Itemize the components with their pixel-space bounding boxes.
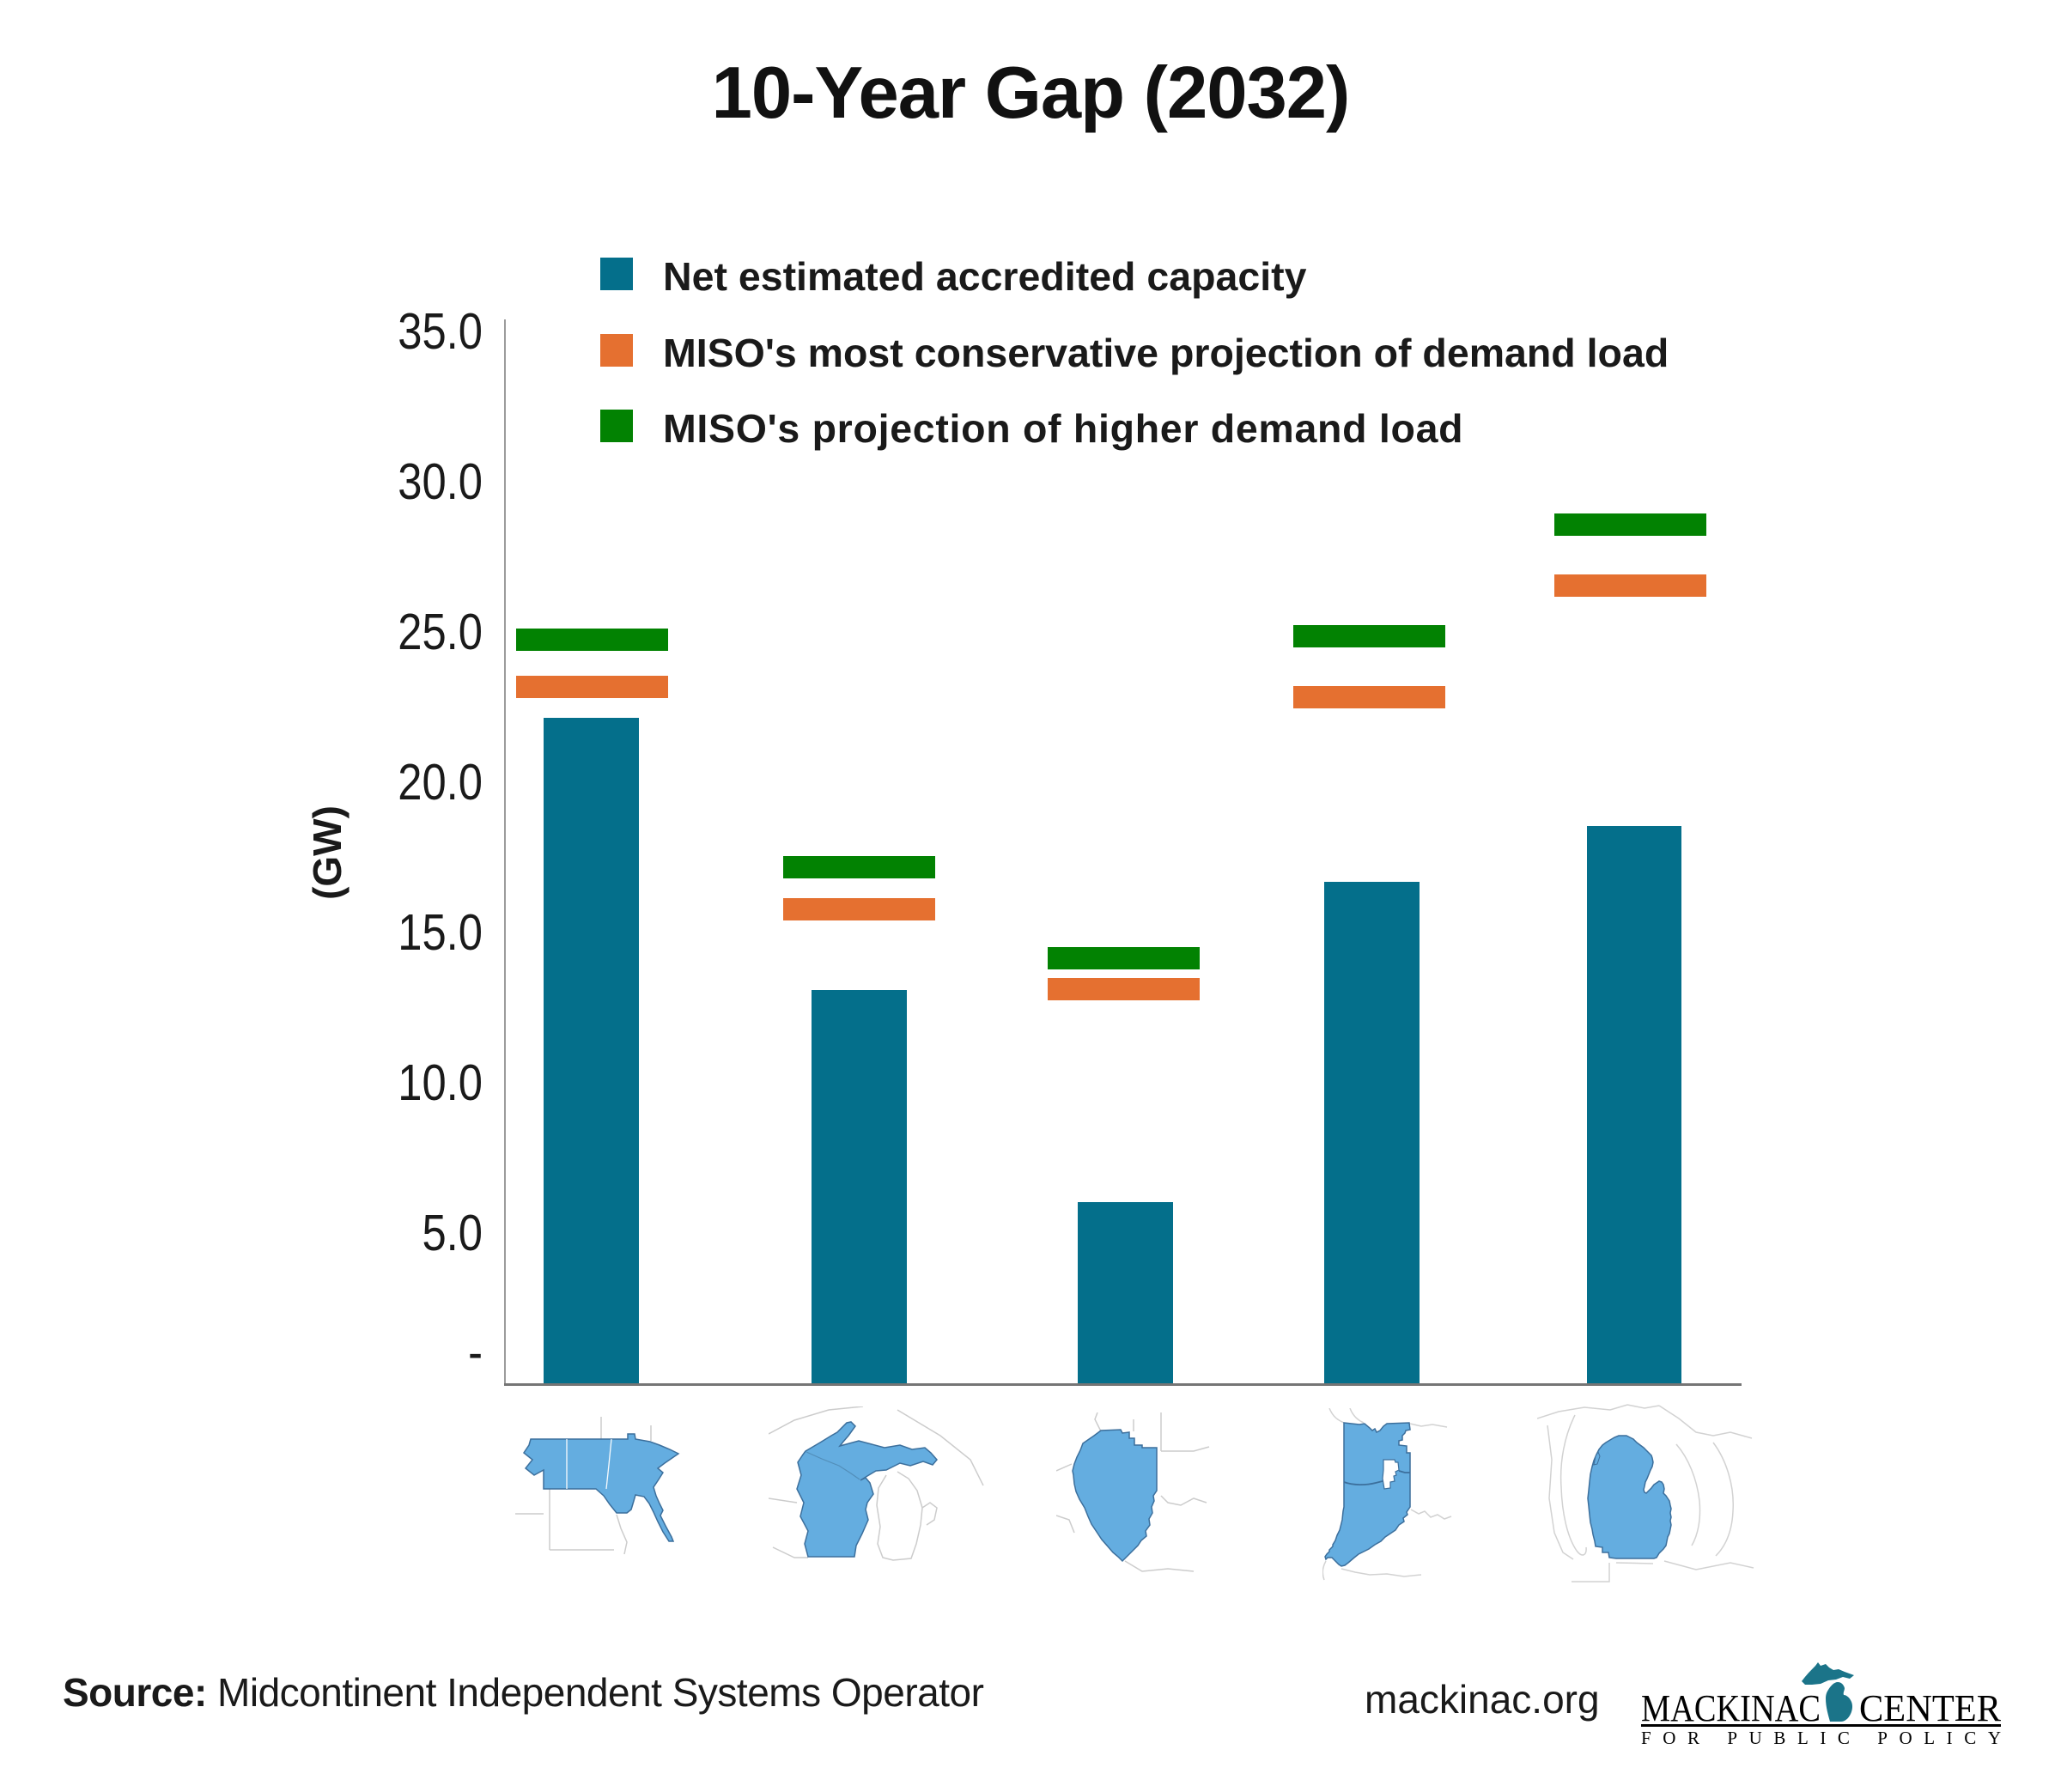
svg-text:MACKINAC: MACKINAC <box>1641 1687 1821 1729</box>
svg-text:CENTER: CENTER <box>1859 1687 2002 1729</box>
svg-text:FOR PUBLIC POLICY: FOR PUBLIC POLICY <box>1641 1728 2001 1748</box>
